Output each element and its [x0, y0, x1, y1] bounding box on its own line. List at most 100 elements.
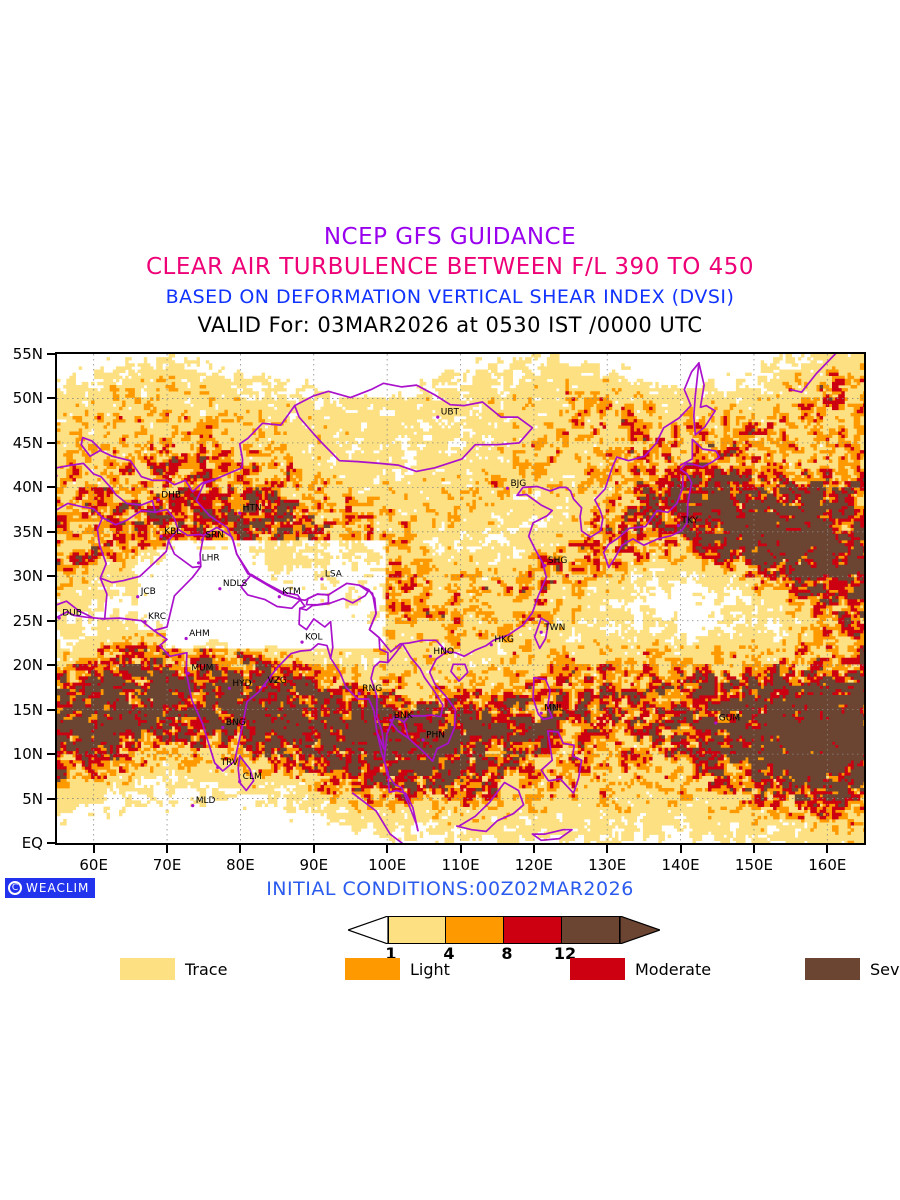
title-valid-time: VALID For: 03MAR2026 at 0530 IST /0000 U…: [197, 313, 703, 337]
lat-tick: [47, 486, 55, 489]
lat-tick-label: 5N: [22, 789, 43, 808]
lat-tick-label: 10N: [12, 745, 43, 764]
map-frame[interactable]: UBT BJG TKY SHG TWN HKG HNO MNL GUM BNK PHN RNG DHB H…: [55, 352, 866, 845]
city-marker-KBL: [159, 534, 163, 538]
coastline-path-5: [293, 382, 534, 473]
legend-swatch-severe: [805, 958, 860, 980]
coastline-path-17: [533, 617, 550, 650]
colorbar: [348, 916, 660, 944]
lat-tick: [47, 619, 55, 622]
city-marker-VZG: [263, 684, 267, 688]
legend-label-moderate: Moderate: [635, 959, 712, 979]
map-container[interactable]: UBT BJG TKY SHG TWN HKG HNO MNL GUM BNK PHN RNG DHB H…: [55, 352, 866, 845]
city-marker-LSA: [320, 577, 324, 581]
lat-tick-label: 55N: [12, 345, 43, 363]
city-label-MLD: MLD: [196, 796, 216, 806]
coastline-path-18: [450, 663, 469, 683]
coastline-path-25: [305, 593, 330, 606]
lon-tick: [239, 845, 242, 853]
coastline-path-10: [387, 642, 444, 739]
lon-tick: [752, 845, 755, 853]
turbulence-region-3: [57, 385, 864, 817]
coastline-path-13: [351, 792, 404, 843]
lon-tick: [386, 845, 389, 853]
city-marker-KRC: [143, 620, 147, 624]
legend-swatch-trace: [120, 958, 175, 980]
city-label-HTN: HTN: [243, 504, 262, 514]
city-label-UBT: UBT: [441, 408, 460, 418]
lat-tick-label: 40N: [12, 478, 43, 497]
logo-label: WEACLIM: [26, 881, 90, 895]
city-marker-CLM: [238, 780, 242, 784]
city-marker-SHG: [543, 564, 547, 568]
city-label-TKY: TKY: [680, 516, 698, 526]
coastline-path-23: [167, 539, 202, 569]
lon-tick-label: 140E: [661, 856, 700, 874]
city-marker-TWN: [539, 630, 543, 634]
city-marker-MUM: [186, 671, 190, 675]
coastline-path-11: [386, 715, 405, 735]
city-marker-DHB: [156, 498, 160, 502]
turbulence-map: UBT BJG TKY SHG TWN HKG HNO MNL GUM BNK PHN RNG DHB H…: [57, 354, 864, 843]
coastline-path-28: [57, 502, 104, 519]
city-label-VZG: VZG: [268, 676, 287, 686]
city-marker-JCB: [136, 595, 140, 599]
city-labels: UBT BJG TKY SHG TWN HKG HNO MNL GUM BNK PHN RNG DHB H…: [57, 408, 740, 808]
colorbar-right-arrow: [620, 916, 660, 944]
legend-swatch-moderate: [570, 958, 625, 980]
city-label-AHM: AHM: [189, 629, 210, 639]
city-label-BJG: BJG: [510, 479, 526, 489]
lon-tick-label: 160E: [808, 856, 847, 874]
city-marker-MLD: [191, 804, 195, 808]
city-label-NDLS: NDLS: [223, 579, 248, 589]
lat-tick: [47, 530, 55, 533]
coastline-path-8: [298, 607, 334, 659]
coastline-path-12: [455, 781, 525, 833]
legend-label-trace: Trace: [185, 959, 228, 979]
lat-tick-label: 35N: [12, 522, 43, 541]
longitude-axis: 60E 70E 80E 90E 100E 110E 120E 130E 140E 150E 160E: [55, 845, 866, 875]
lon-tick-label: 150E: [734, 856, 774, 874]
category-legend: Trace Light Moderate Severe: [0, 958, 900, 984]
lon-tick-label: 100E: [368, 856, 407, 874]
title-product: CLEAR AIR TURBULENCE BETWEEN F/L 390 TO …: [145, 254, 755, 280]
weaclim-logo[interactable]: C WEACLIM: [5, 878, 96, 898]
title-block: NCEP GFS GUIDANCE CLEAR AIR TURBULENCE B…: [0, 222, 900, 340]
colorbar-cell-0: [388, 916, 446, 944]
lon-tick: [166, 845, 169, 853]
turbulence-region-0: [57, 354, 864, 843]
lat-tick-label: 20N: [12, 656, 43, 675]
city-label-HKG: HKG: [494, 635, 514, 645]
city-label-KOL: KOL: [305, 633, 323, 643]
coastline-path-31: [692, 362, 716, 436]
city-marker-RNG: [357, 692, 361, 696]
city-label-DHB: DHB: [161, 490, 181, 500]
copyright-circle-icon: C: [8, 881, 22, 895]
city-label-SRN: SRN: [205, 530, 224, 540]
city-label-CLM: CLM: [243, 772, 262, 782]
lat-tick-label: EQ: [21, 834, 43, 852]
colorbar-cell-2: [504, 916, 562, 944]
legend-label-severe: Severe: [870, 959, 900, 979]
coastline-path-16: [237, 755, 255, 792]
city-label-LSA: LSA: [325, 569, 343, 579]
lon-tick: [92, 845, 95, 853]
lon-tick-label: 80E: [226, 856, 255, 874]
lat-tick-label: 15N: [12, 700, 43, 719]
city-label-DUB: DUB: [62, 609, 82, 619]
city-marker-TRV: [216, 765, 220, 770]
lon-tick: [312, 845, 315, 853]
city-label-JCB: JCB: [140, 587, 156, 597]
city-marker-MNL: [539, 711, 543, 715]
lat-tick: [47, 664, 55, 667]
coastline-path-9: [358, 584, 389, 751]
lat-tick: [47, 397, 55, 400]
city-label-BNK: BNK: [394, 711, 414, 721]
coastline-path-35: [531, 828, 573, 842]
city-label-MUM: MUM: [191, 664, 213, 674]
coastline-path-0: [100, 617, 419, 832]
city-marker-AHM: [184, 636, 188, 641]
lon-tick-label: 90E: [299, 856, 329, 874]
city-marker-PHN: [421, 738, 425, 742]
city-label-MNL: MNL: [544, 704, 564, 714]
